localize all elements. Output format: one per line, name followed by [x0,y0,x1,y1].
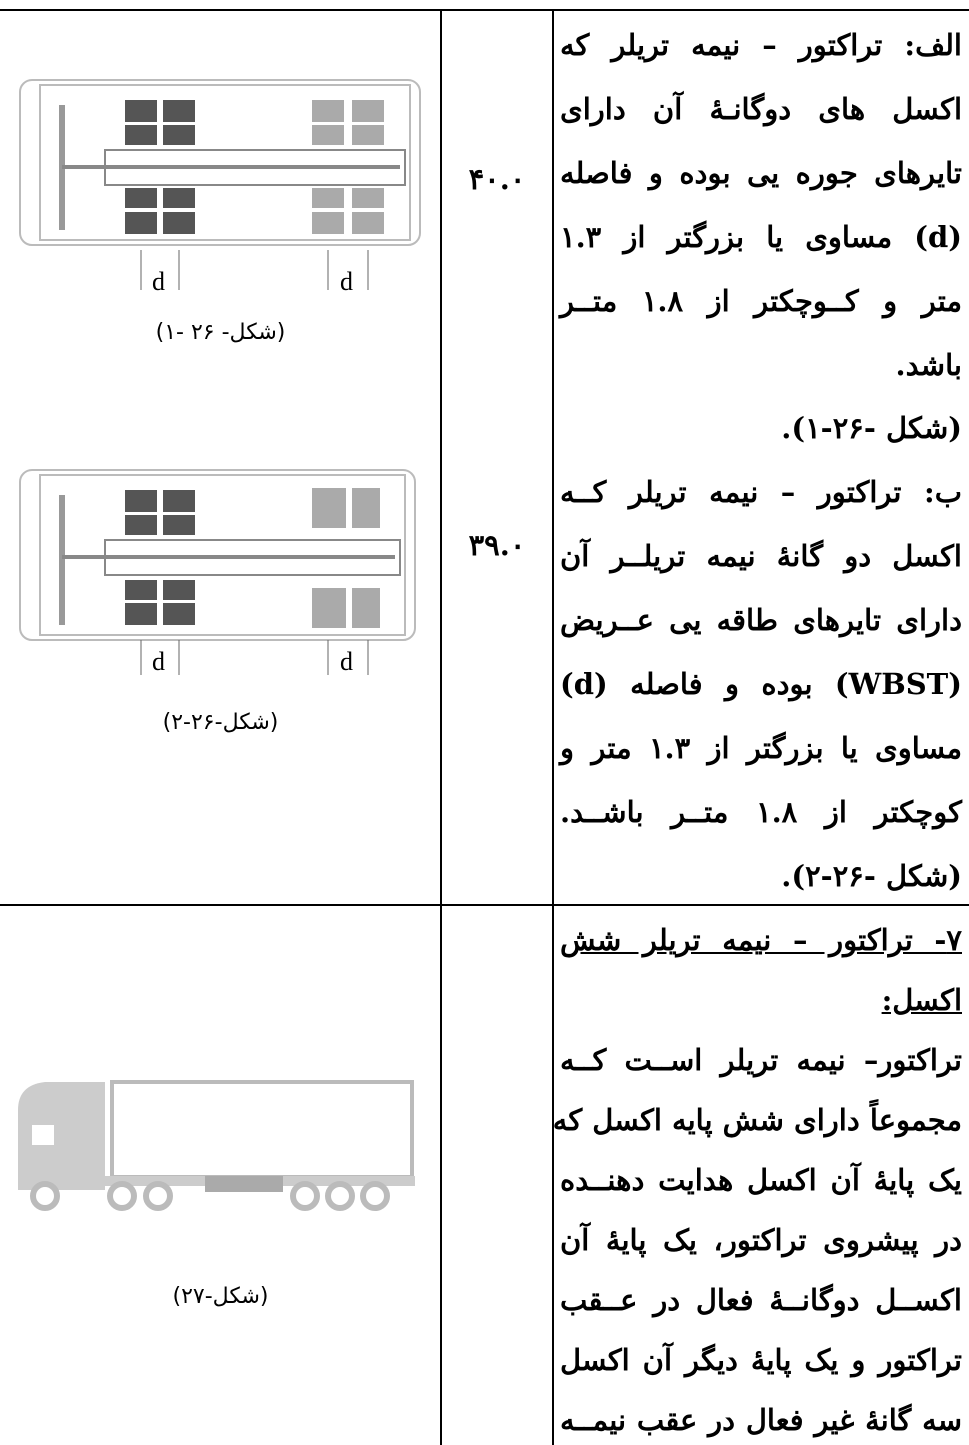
text-line: اکسل: [881,983,962,1017]
dimension-label: d [152,267,165,296]
table-border [0,9,969,11]
dimension-label: d [152,647,165,676]
text-line: کوچکتر از ۱.۸ متــر باشــد. [560,794,962,829]
caption: (شکل-۲۷) [172,1284,269,1309]
caption: (شکل-۲۶-۲) [162,710,279,735]
dimension-label: d [340,647,353,676]
column-border [440,9,442,1445]
text-line: در پیشروی تراکتور، یک پایۀ آن [560,1223,962,1257]
value: ۴۰.۰ [468,162,526,196]
text-line: (شکل -۲۶-۱). [781,411,962,446]
row-border [0,904,969,906]
dimension-label: d [340,267,353,296]
text-line: باشد. [895,347,962,382]
text-line: مساوی یا بزرگتر از ۱.۳ متر و [560,730,963,765]
text-line: تراکتور– نیمه تریلر اســت کــه [560,1043,962,1077]
text-line: ۷- تراکتور – نیمه تریلر شش [560,923,962,957]
text-line: اکسل دو گانۀ نیمه تریلــر آن [560,539,962,574]
column-border [552,9,554,1445]
figures [18,79,421,1211]
truck-side-view [18,1080,415,1211]
truck-top-view-2 [19,469,416,675]
text-line: (شکل -۲۶-۲). [781,858,962,893]
text-line: متر و کــوچکتر از ۱.۸ متــر [560,283,962,318]
text-line: (WBST) بوده و فاصله (d) [560,667,962,701]
truck-top-view-1 [19,79,421,290]
text-line: یک پایۀ آن اکسل هدایت دهنــده [560,1163,962,1197]
caption: (شکل- ۲۶ -۱) [155,320,286,345]
text-line: تایرهای جوره یی بوده و فاصله [560,155,962,190]
text-line: ب: تراکتور – نیمه تریلر کــه [560,475,962,510]
text-line: مجموعاً دارای شش پایه اکسل که [552,1103,962,1137]
text-line: تراکتور و یک پایۀ دیگر آن اکسل [560,1343,962,1377]
text-line: دارای تایرهای طاقه یی عــریض [560,603,962,638]
text-line: سه گانۀ غیر فعال در عقب نیمــه [560,1403,962,1437]
text-line: اکســل دوگانــۀ فعال در عــقب [560,1283,962,1317]
text-line: (d) مساوی یا بزرگتر از ۱.۳ [560,219,962,254]
value: ۳۹.۰ [468,528,526,562]
text-line: اکسل های دوگانـۀ آن دارای [560,91,962,126]
text-line: الف: تراکتور – نیمه تریلر که [560,28,962,62]
